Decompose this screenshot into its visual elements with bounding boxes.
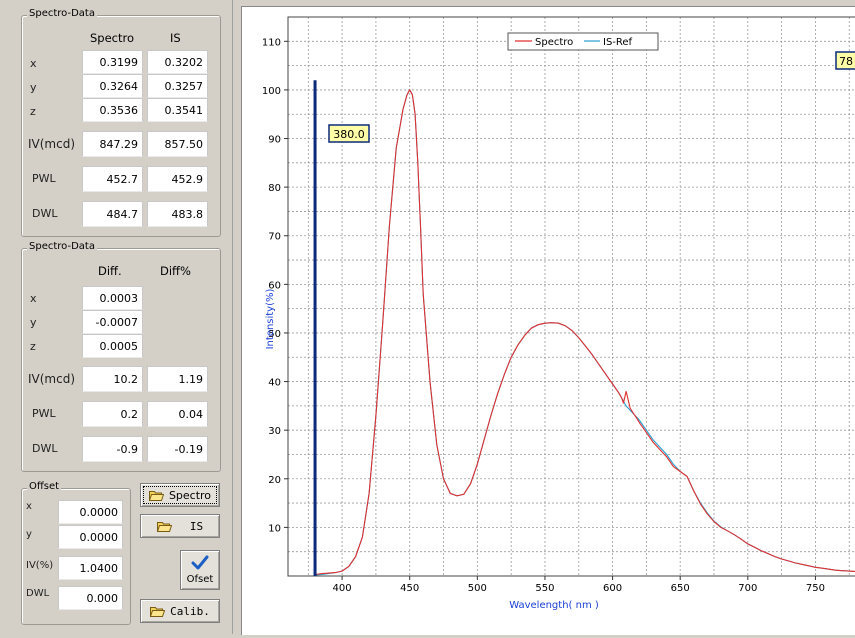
y-tick-label: 80: [268, 183, 281, 194]
cursor-left-label: 380.0: [333, 128, 365, 141]
offset-iv-input[interactable]: 1.0400: [58, 556, 123, 580]
load-is-button[interactable]: IS: [140, 514, 220, 538]
load-spectro-button[interactable]: Spectro: [140, 483, 220, 507]
row-label-iv: IV(mcd): [28, 372, 76, 386]
row-label-dwl: DWL: [32, 442, 58, 455]
col-header-diffpct: Diff%: [160, 264, 191, 278]
diff-y-value: -0.0007: [82, 310, 143, 334]
y-tick-label: 50: [268, 329, 281, 340]
offset-x-input[interactable]: 0.0000: [58, 500, 123, 524]
x-tick-label: 550: [535, 583, 554, 594]
y-tick-label: 30: [268, 426, 281, 437]
left-panel: Spectro-Data Spectro IS x 0.3199 0.3202 …: [0, 0, 233, 634]
offset-group: Offset: [21, 481, 131, 625]
spectro-data-group: Spectro-Data: [21, 8, 221, 237]
offset-label-iv: IV(%): [26, 560, 54, 571]
is-z-value: 0.3541: [147, 98, 208, 122]
diff-z-value: 0.0005: [82, 334, 143, 358]
folder-open-icon: [148, 490, 165, 501]
y-tick-label: 100: [262, 86, 281, 97]
offset-dwl-input[interactable]: 0.000: [58, 586, 123, 610]
is-y-value: 0.3257: [147, 74, 208, 98]
x-tick-label: 400: [333, 583, 352, 594]
spectro-iv-value: 847.29: [82, 131, 143, 157]
calib-button-label: Calib.: [170, 604, 210, 618]
diff-iv-value: 10.2: [82, 366, 143, 392]
offset-label-dwl: DWL: [26, 588, 50, 599]
is-iv-value: 857.50: [147, 131, 208, 157]
offset-label-y: y: [26, 529, 32, 540]
calib-button[interactable]: Calib.: [140, 599, 220, 623]
y-tick-label: 70: [268, 232, 281, 243]
spectro-y-value: 0.3264: [82, 74, 143, 98]
col-header-spectro: Spectro: [90, 31, 135, 45]
plot-area: [287, 16, 855, 577]
folder-open-icon: [149, 606, 166, 617]
row-label-z: z: [30, 340, 36, 353]
diffpct-pwl-value: 0.04: [147, 401, 208, 427]
x-tick-label: 450: [400, 583, 419, 594]
y-tick-label: 10: [268, 523, 281, 534]
is-x-value: 0.3202: [147, 50, 208, 74]
y-tick-label: 20: [268, 475, 281, 486]
chart-svg[interactable]: 400 450 500 550 600 650 700 750 10 20 30 40 50 60 70 80…: [242, 7, 855, 635]
ofset-button[interactable]: Ofset: [180, 550, 220, 590]
row-label-y: y: [30, 81, 37, 94]
cursor-right-label: 78: [839, 55, 853, 68]
x-tick-label: 750: [806, 583, 825, 594]
spectro-dwl-value: 484.7: [82, 201, 143, 227]
diff-dwl-value: -0.9: [82, 436, 143, 462]
row-label-x: x: [30, 57, 37, 70]
row-label-pwl: PWL: [32, 407, 56, 420]
diff-data-group: Spectro-Data: [21, 241, 221, 472]
col-header-is: IS: [170, 31, 181, 45]
series-line-spectro: [314, 88, 855, 576]
row-label-dwl: DWL: [32, 207, 58, 220]
is-button-label: IS: [189, 519, 204, 533]
legend-spectro: Spectro: [535, 37, 573, 48]
diff-x-value: 0.0003: [82, 286, 143, 310]
row-label-pwl: PWL: [32, 172, 56, 185]
x-tick-label: 650: [671, 583, 690, 594]
x-axis-label: Wavelength( nm ): [509, 600, 599, 611]
offset-label-x: x: [26, 501, 32, 512]
cursor-left-box[interactable]: 380.0: [328, 124, 370, 143]
is-pwl-value: 452.9: [147, 166, 208, 192]
spectrum-chart[interactable]: 400 450 500 550 600 650 700 750 10 20 30 40 50 60 70 80…: [241, 6, 855, 635]
legend: Spectro IS-Ref: [507, 32, 659, 51]
checkmark-icon: [191, 555, 209, 574]
y-tick-label: 40: [268, 378, 281, 389]
y-tick-label: 60: [268, 280, 281, 291]
spectro-button-label: Spectro: [168, 488, 212, 502]
x-tick-label: 600: [603, 583, 622, 594]
diffpct-iv-value: 1.19: [147, 366, 208, 392]
y-tick-label: 110: [262, 37, 281, 48]
diff-pwl-value: 0.2: [82, 401, 143, 427]
legend-is-ref: IS-Ref: [603, 37, 633, 48]
offset-y-input[interactable]: 0.0000: [58, 525, 123, 549]
group-title: Spectro-Data: [27, 8, 97, 19]
cursor-right-box[interactable]: 78: [835, 51, 855, 70]
row-label-iv: IV(mcd): [28, 137, 76, 151]
x-tick-label: 700: [738, 583, 757, 594]
x-tick-label: 500: [468, 583, 487, 594]
row-label-z: z: [30, 105, 36, 118]
diffpct-dwl-value: -0.19: [147, 436, 208, 462]
y-axis-label: Intensity(%): [265, 288, 276, 349]
group-title: Spectro-Data: [27, 241, 97, 252]
row-label-y: y: [30, 316, 37, 329]
spectro-pwl-value: 452.7: [82, 166, 143, 192]
row-label-x: x: [30, 292, 37, 305]
group-title: Offset: [27, 481, 62, 492]
folder-open-icon: [156, 521, 173, 532]
y-tick-label: 90: [268, 135, 281, 146]
spectro-x-value: 0.3199: [82, 50, 143, 74]
is-dwl-value: 483.8: [147, 201, 208, 227]
col-header-diff: Diff.: [98, 264, 122, 278]
ofset-button-label: Ofset: [186, 574, 214, 585]
spectro-z-value: 0.3536: [82, 98, 143, 122]
